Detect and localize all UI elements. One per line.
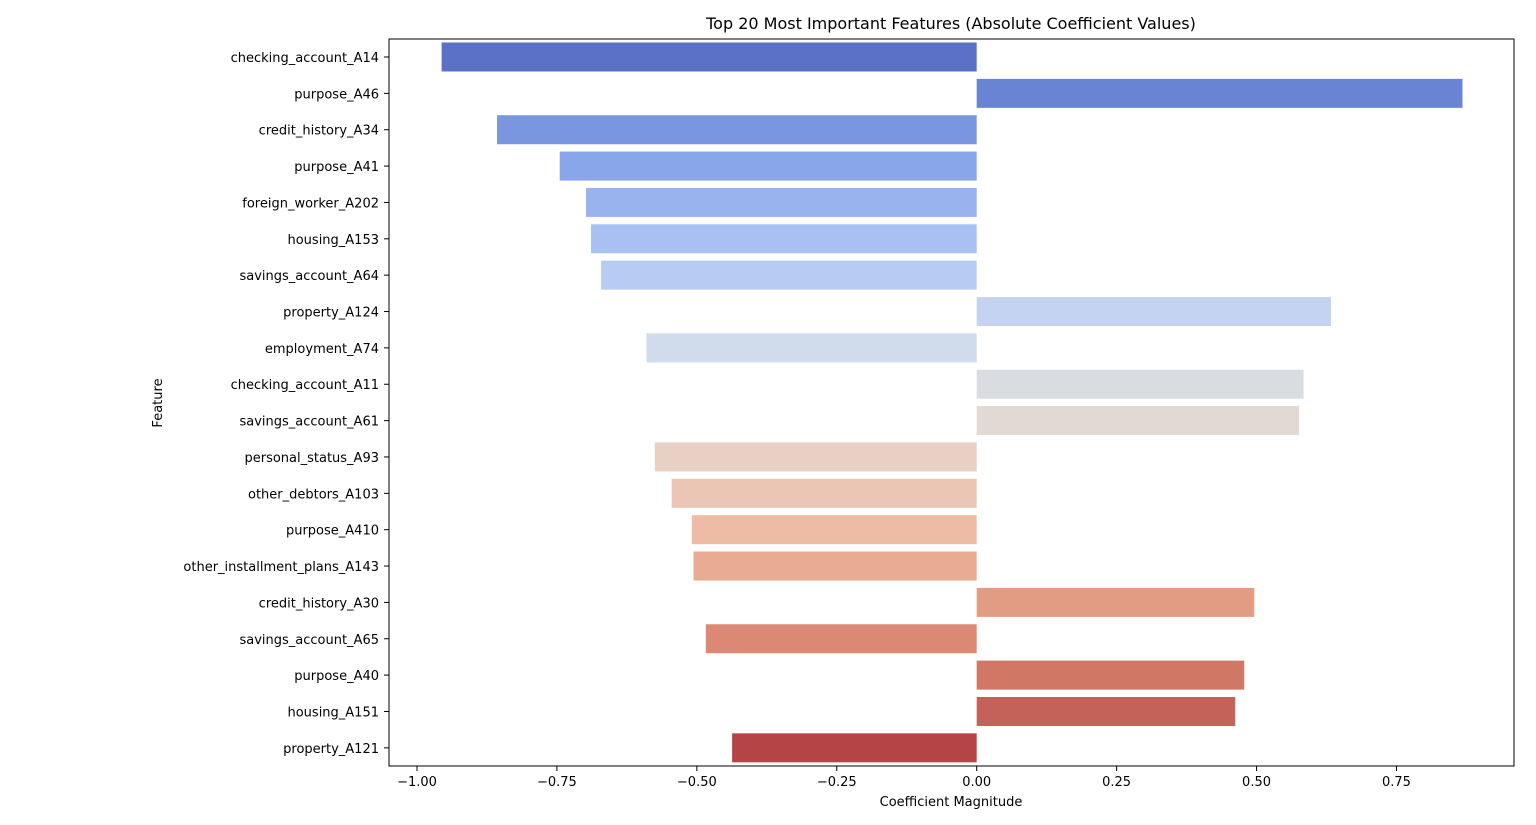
- bar-personal_status_A93: [654, 442, 977, 472]
- y-tick-label: foreign_worker_A202: [242, 196, 379, 211]
- y-tick-label: other_installment_plans_A143: [183, 560, 379, 575]
- y-tick-label: property_A124: [283, 306, 379, 321]
- bar-property_A121: [732, 733, 977, 763]
- bar-housing_A151: [976, 696, 1236, 726]
- y-tick-label: savings_account_A64: [239, 269, 379, 284]
- bar-other_debtors_A103: [671, 478, 977, 508]
- bar-checking_account_A14: [441, 42, 977, 72]
- x-tick-label: 0.50: [1242, 775, 1271, 790]
- y-tick-label: credit_history_A34: [259, 124, 379, 139]
- y-tick-label: personal_status_A93: [244, 451, 379, 466]
- bar-purpose_A410: [691, 515, 977, 545]
- x-tick-label: −0.50: [677, 775, 717, 790]
- y-tick-label: checking_account_A14: [231, 51, 379, 66]
- bar-purpose_A46: [976, 78, 1463, 108]
- y-tick-label: savings_account_A61: [239, 415, 379, 430]
- y-tick-label: credit_history_A30: [259, 596, 379, 611]
- chart-title: Top 20 Most Important Features (Absolute…: [705, 14, 1196, 33]
- bar-purpose_A40: [976, 660, 1245, 690]
- bar-employment_A74: [646, 333, 977, 363]
- bars-group: [441, 42, 1463, 763]
- x-ticks: −1.00 −0.75 −0.50 −0.25 0.00 0.25 0.50 0.75: [397, 766, 1411, 790]
- y-tick-label: other_debtors_A103: [248, 487, 379, 502]
- bar-savings_account_A65: [705, 624, 977, 654]
- y-tick-label: checking_account_A11: [231, 378, 379, 393]
- bar-savings_account_A64: [601, 260, 977, 290]
- bar-credit_history_A34: [497, 115, 977, 145]
- bar-other_installment_plans_A143: [693, 551, 977, 581]
- y-tick-label: purpose_A410: [286, 524, 379, 539]
- y-tick-label: purpose_A46: [294, 87, 379, 102]
- x-tick-label: −0.25: [817, 775, 857, 790]
- y-tick-label: purpose_A41: [294, 160, 379, 175]
- bar-purpose_A41: [559, 151, 977, 181]
- y-tick-label: housing_A151: [287, 705, 379, 720]
- y-tick-label: savings_account_A65: [239, 633, 379, 648]
- bar-property_A124: [976, 297, 1331, 327]
- x-tick-label: 0.75: [1382, 775, 1411, 790]
- y-tick-label: employment_A74: [265, 342, 379, 357]
- y-tick-label: purpose_A40: [294, 669, 379, 684]
- x-tick-label: −0.75: [537, 775, 577, 790]
- bar-savings_account_A61: [976, 406, 1300, 436]
- x-axis-label: Coefficient Magnitude: [880, 795, 1023, 810]
- plot-frame: [388, 38, 1515, 767]
- y-tick-label: housing_A153: [287, 233, 379, 248]
- x-tick-label: 0.00: [962, 775, 991, 790]
- bar-housing_A153: [591, 224, 977, 254]
- bar-foreign_worker_A202: [586, 187, 977, 217]
- bar-credit_history_A30: [976, 587, 1255, 617]
- bar-checking_account_A11: [976, 369, 1304, 399]
- y-axis-label: Feature: [151, 378, 166, 427]
- x-tick-label: −1.00: [397, 775, 437, 790]
- y-tick-labels: checking_account_A14 purpose_A46 credit_hi…: [183, 51, 389, 757]
- x-tick-label: 0.25: [1102, 775, 1131, 790]
- y-tick-label: property_A121: [283, 742, 379, 757]
